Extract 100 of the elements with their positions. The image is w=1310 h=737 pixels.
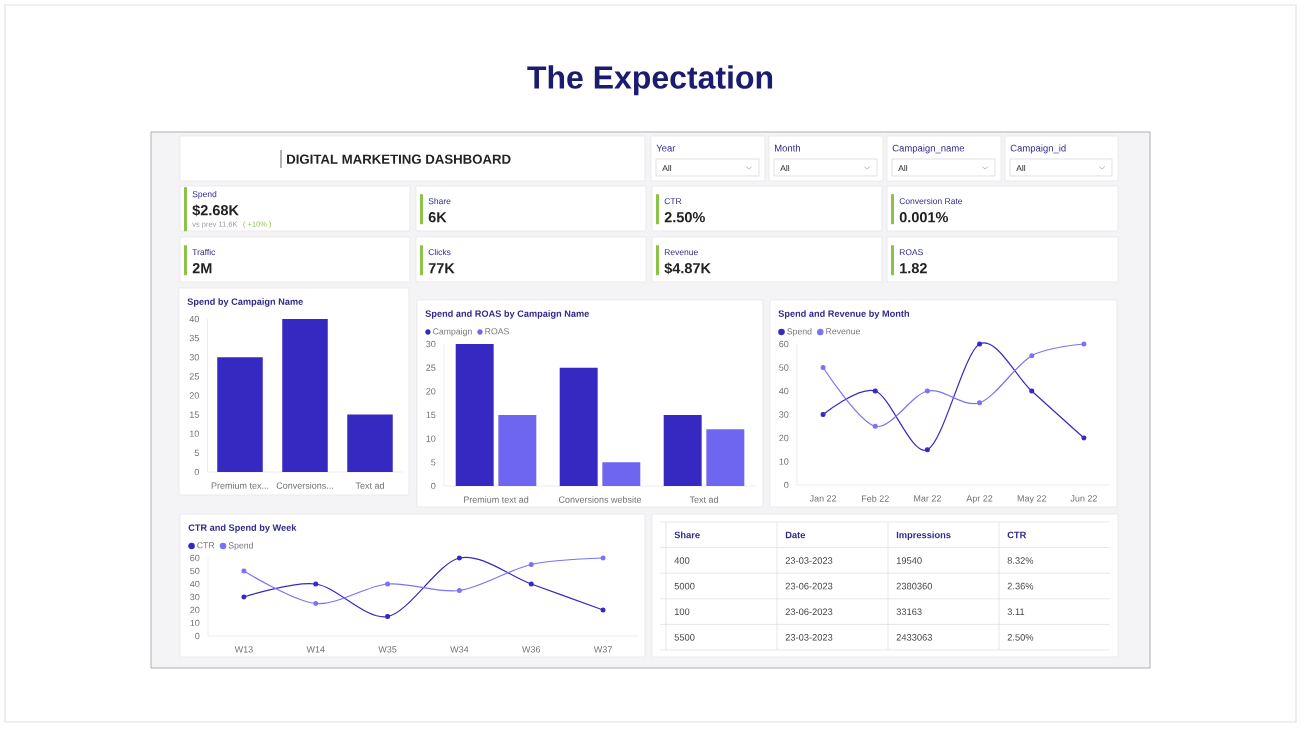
text: 5000 [674, 582, 695, 590]
text: 77K [428, 263, 455, 274]
y-tick-label: 40 [189, 315, 199, 323]
bar [455, 344, 494, 486]
point [528, 581, 534, 587]
chart-title: CTR and Spend by Week [188, 524, 297, 533]
point [1081, 341, 1087, 347]
point [1029, 353, 1035, 359]
point [924, 447, 930, 453]
x-tick-label: Conversions... [276, 482, 333, 489]
text: 3.11 [1007, 608, 1025, 616]
y-tick-label: 15 [189, 411, 199, 418]
chart-title: Spend by Campaign Name [187, 298, 303, 307]
text: 5500 [674, 634, 695, 641]
legend-label: Spend [228, 542, 253, 551]
text: 8.32% [1007, 557, 1034, 564]
point [313, 581, 319, 587]
bar [663, 415, 702, 486]
y-tick-label: 30 [426, 340, 436, 348]
legend-label: Spend [787, 328, 812, 337]
point [977, 400, 983, 406]
x-tick-label: W14 [306, 646, 325, 653]
y-tick-label: 0 [194, 468, 199, 476]
text: 100 [674, 608, 690, 616]
text: 2.50% [664, 212, 705, 223]
y-tick-label: 25 [426, 364, 436, 371]
y-tick-label: 0 [784, 481, 789, 489]
text: Month [774, 144, 800, 152]
text: Revenue [664, 249, 698, 256]
point [924, 388, 930, 394]
x-tick-label: W13 [234, 646, 253, 653]
point [385, 614, 391, 619]
text: Share [674, 531, 700, 539]
point [313, 601, 319, 606]
x-tick-label: W34 [450, 646, 469, 653]
x-tick-label: Premium tex... [211, 482, 269, 489]
point [872, 423, 878, 429]
text: 2380360 [896, 582, 933, 590]
text: Year [656, 144, 676, 152]
text: All [662, 164, 672, 172]
point [820, 412, 826, 417]
y-tick-label: 5 [431, 459, 436, 466]
text: Share [428, 197, 451, 205]
y-tick-label: 10 [189, 430, 199, 437]
text: 400 [674, 557, 690, 564]
point [872, 388, 878, 394]
y-tick-label: 20 [190, 606, 200, 614]
y-tick-label: 20 [779, 434, 789, 442]
x-tick-label: Text ad [689, 496, 718, 503]
x-tick-label: Premium text ad [463, 496, 529, 503]
point [241, 594, 247, 600]
text: Date [785, 531, 806, 539]
text: Spend [192, 190, 217, 199]
point [1081, 435, 1087, 441]
y-tick-label: 40 [779, 387, 789, 395]
bar [498, 415, 537, 486]
text: CTR [664, 198, 682, 205]
y-tick-label: 15 [426, 411, 436, 419]
text: 2433063 [896, 634, 932, 641]
point [820, 365, 826, 371]
x-tick-label: Text ad [355, 482, 384, 489]
y-tick-label: 10 [779, 458, 789, 465]
y-tick-label: 0 [195, 632, 200, 640]
text: 23-03-2023 [785, 557, 833, 564]
text: Clicks [428, 248, 451, 256]
y-tick-label: 30 [189, 354, 199, 361]
text: Campaign_name [892, 144, 965, 154]
y-tick-label: 30 [779, 411, 789, 418]
y-tick-label: 60 [190, 554, 200, 562]
y-tick-label: 5 [194, 449, 199, 457]
bar [282, 319, 328, 472]
text: 23-03-2023 [785, 634, 833, 641]
text: The Expectation [527, 65, 773, 96]
bar [706, 429, 745, 486]
x-tick-label: Feb 22 [861, 495, 889, 502]
bar [217, 357, 263, 472]
y-tick-label: 50 [190, 567, 200, 575]
text: 2M [192, 263, 212, 274]
text: CTR [1007, 531, 1027, 539]
y-tick-label: 10 [190, 619, 200, 627]
text: 19540 [896, 557, 922, 564]
bar [602, 462, 641, 486]
legend-label: Revenue [826, 328, 860, 335]
text: All [1016, 164, 1026, 172]
x-tick-label: Apr 22 [966, 495, 993, 504]
text: 2.50% [1007, 634, 1034, 641]
y-tick-label: 25 [189, 373, 199, 380]
y-tick-label: 30 [190, 593, 200, 601]
text: Impressions [896, 531, 951, 541]
text: Traffic [192, 248, 216, 256]
legend-label: CTR [197, 542, 215, 549]
legend-label: Campaign [433, 328, 472, 337]
x-tick-label: W36 [522, 646, 541, 653]
text: $4.87K [664, 262, 711, 275]
text: All [780, 164, 790, 172]
y-tick-label: 0 [431, 482, 436, 490]
point [241, 568, 247, 574]
point [528, 562, 534, 567]
text: 6K [428, 212, 447, 223]
point [456, 555, 462, 561]
